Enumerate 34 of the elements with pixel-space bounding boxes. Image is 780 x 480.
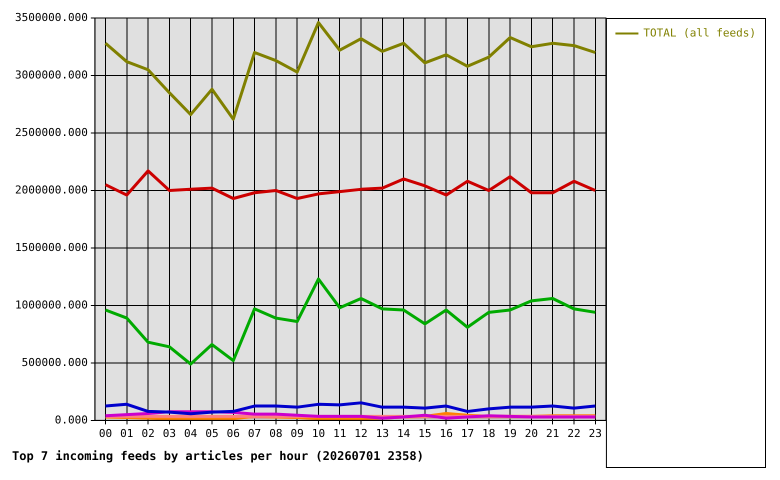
- x-tick-label: 09: [290, 426, 304, 440]
- x-tick-label: 01: [120, 426, 134, 440]
- x-tick-label: 10: [312, 426, 326, 440]
- x-tick-label: 08: [269, 426, 282, 440]
- x-tick-label: 21: [546, 426, 560, 440]
- text: Top 7 incoming feeds by articles per hour (20260701 2358): [12, 448, 424, 463]
- y-tick-label: 3000000.000: [14, 68, 88, 82]
- y-tick-label: 1000000.000: [14, 298, 88, 312]
- x-tick-label: 07: [248, 426, 262, 440]
- x-tick-label: 22: [567, 426, 581, 440]
- x-tick-label: 17: [460, 426, 474, 440]
- x-tick-label: 04: [184, 426, 198, 440]
- x-tick-label: 13: [376, 426, 389, 440]
- x-tick-label: 05: [205, 426, 219, 440]
- x-tick-label: 19: [503, 426, 517, 440]
- x-tick-label: 03: [162, 426, 176, 440]
- x-tick-label: 02: [141, 426, 155, 440]
- x-tick-label: 14: [396, 426, 411, 440]
- x-tick-label: 11: [333, 426, 346, 440]
- x-tick-label: 15: [418, 426, 432, 440]
- y-tick-label: 2000000.000: [14, 183, 88, 196]
- x-tick-label: 20: [524, 426, 538, 440]
- y-tick-label: 0.000: [54, 413, 88, 426]
- x-tick-label: 16: [440, 426, 453, 440]
- x-tick-label: 06: [226, 426, 240, 440]
- x-tick-label: 00: [98, 426, 112, 440]
- y-tick-label: 2500000.000: [14, 126, 88, 139]
- y-tick-label: 3500000.000: [14, 10, 88, 24]
- y-tick-label: 500000.000: [22, 356, 88, 369]
- x-tick-label: 18: [482, 426, 496, 440]
- x-tick-label: 23: [588, 426, 602, 440]
- y-tick-label: 1500000.000: [14, 240, 88, 254]
- legend-label: TOTAL (all feeds): [643, 26, 756, 40]
- x-tick-label: 12: [354, 426, 368, 440]
